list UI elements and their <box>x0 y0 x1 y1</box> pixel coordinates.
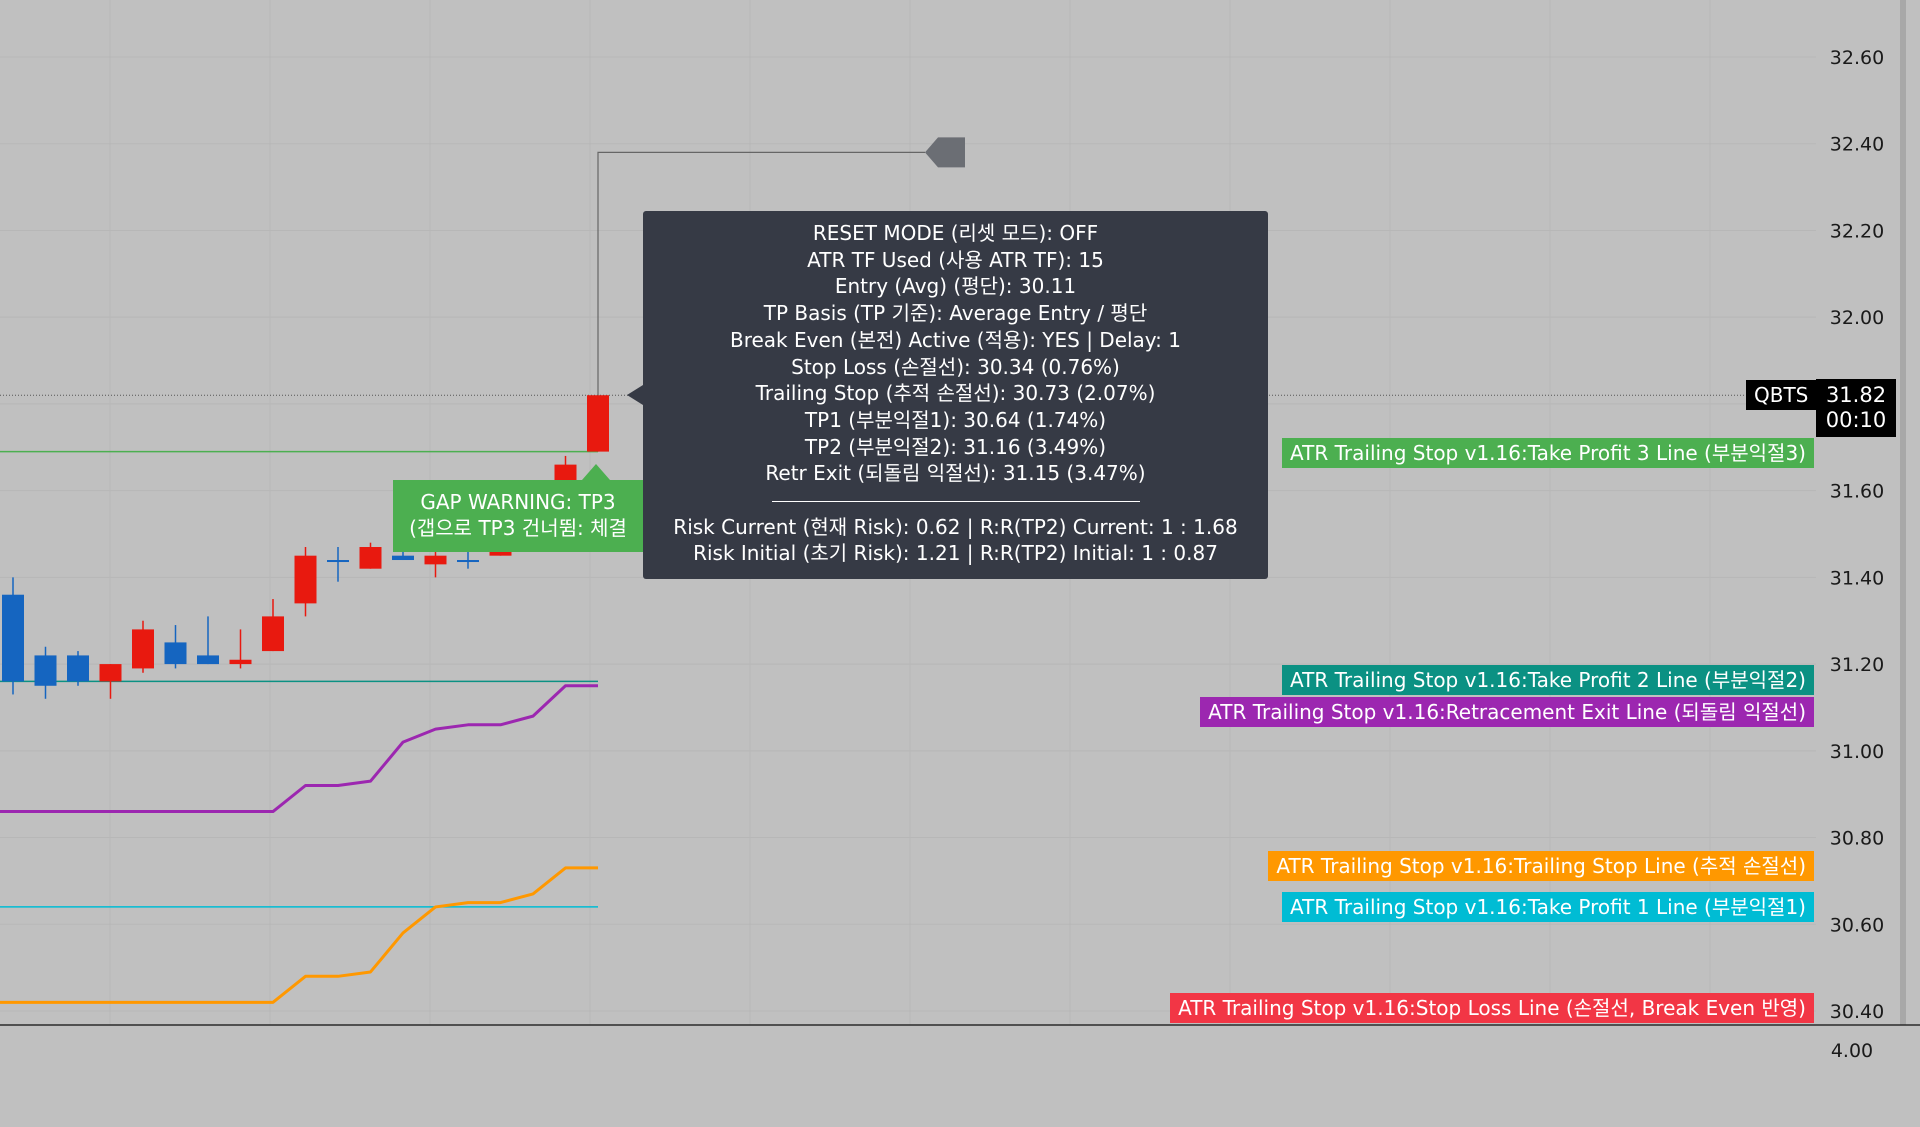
candle[interactable] <box>67 651 89 686</box>
candle[interactable] <box>262 599 284 652</box>
gap-warning-line-2: (갭으로 TP3 건너뜀: 체결 <box>409 516 627 540</box>
candle-body <box>457 560 479 563</box>
price-axis[interactable]: 32.6032.4032.2032.0031.8031.6031.4031.20… <box>1830 0 1906 1025</box>
tp3-line-label[interactable]: ATR Trailing Stop v1.16:Take Profit 3 Li… <box>1282 438 1814 468</box>
candle[interactable] <box>2 577 24 695</box>
candle-body <box>132 629 154 669</box>
y-tick-label: 32.40 <box>1830 134 1884 156</box>
callout-flag-marker <box>925 137 965 168</box>
tp1-line-label[interactable]: ATR Trailing Stop v1.16:Take Profit 1 Li… <box>1282 892 1814 922</box>
tp2-line-label[interactable]: ATR Trailing Stop v1.16:Take Profit 2 Li… <box>1282 665 1814 695</box>
tooltip-reset-mode: RESET MODE (리셋 모드): OFF <box>812 221 1099 245</box>
tooltip-tp-basis: TP Basis (TP 기준): Average Entry / 평단 <box>763 301 1148 326</box>
candle[interactable] <box>164 625 187 669</box>
candle-body <box>392 555 414 561</box>
candle-body <box>2 594 24 682</box>
trailing-stop-line-label[interactable]: ATR Trailing Stop v1.16:Trailing Stop Li… <box>1268 851 1814 881</box>
y-tick-label: 32.20 <box>1830 220 1884 242</box>
candle[interactable] <box>99 664 122 699</box>
stop-loss-line-label[interactable]: ATR Trailing Stop v1.16:Stop Loss Line (… <box>1170 993 1814 1023</box>
y-tick-label: 31.00 <box>1830 741 1884 763</box>
gap-warning-line-1: GAP WARNING: TP3 <box>420 490 616 514</box>
candle-body <box>587 395 609 452</box>
y-tick-label: 31.20 <box>1830 654 1884 676</box>
indicator-line <box>0 866 598 1004</box>
y-tick-label: 30.60 <box>1830 914 1884 936</box>
candle-body <box>327 560 349 563</box>
lower-pane-tick-label: 4.00 <box>1831 1040 1873 1062</box>
bar-countdown: 00:10 <box>1825 408 1887 432</box>
candle-body <box>229 659 252 665</box>
callout-line <box>597 151 925 396</box>
candle[interactable] <box>229 629 252 669</box>
retracement-exit-line-label[interactable]: ATR Trailing Stop v1.16:Retracement Exit… <box>1200 697 1814 727</box>
candle-body <box>359 547 382 569</box>
callout-connector <box>597 137 965 396</box>
y-tick-label: 32.60 <box>1830 47 1884 69</box>
candle-body <box>197 655 219 665</box>
indicator-line <box>0 684 598 814</box>
candle-body <box>67 655 89 682</box>
tooltip-tp2: TP2 (부분익절2): 31.16 (3.49%) <box>804 434 1107 459</box>
tooltip-pointer <box>627 385 643 405</box>
info-tooltip: RESET MODE (리셋 모드): OFF ATR TF Used (사용 … <box>643 211 1268 579</box>
tooltip-stop-loss: Stop Loss (손절선): 30.34 (0.76%) <box>791 354 1120 379</box>
candle-body <box>34 655 57 686</box>
tooltip-retr-exit: Retr Exit (되돌림 익절선): 31.15 (3.47%) <box>765 461 1146 486</box>
y-tick-label: 31.60 <box>1830 481 1884 503</box>
tooltip-tp1: TP1 (부분익절1): 30.64 (1.74%) <box>804 407 1107 432</box>
candle-body <box>424 555 447 565</box>
last-price-badge[interactable]: 31.82 00:10 <box>1816 379 1896 437</box>
candle[interactable] <box>424 547 447 578</box>
symbol-badge[interactable]: QBTS <box>1746 380 1817 410</box>
candle[interactable] <box>197 616 219 665</box>
candle-body <box>262 616 284 652</box>
tooltip-entry: Entry (Avg) (평단): 30.11 <box>834 274 1077 299</box>
candle[interactable] <box>327 547 349 582</box>
tooltip-separator <box>643 487 1268 514</box>
candle[interactable] <box>587 395 609 452</box>
y-tick-label: 30.40 <box>1830 1001 1884 1023</box>
candle[interactable] <box>294 547 317 617</box>
tooltip-trailing-stop: Trailing Stop (추적 손절선): 30.73 (2.07%) <box>755 381 1156 406</box>
last-price-value: 31.82 <box>1825 383 1887 407</box>
tooltip-risk-current: Risk Current (현재 Risk): 0.62 | R:R(TP2) … <box>673 514 1238 539</box>
candle[interactable] <box>34 646 57 699</box>
indicator-step-lines <box>0 684 598 1004</box>
y-tick-label: 32.00 <box>1830 307 1884 329</box>
y-tick-label: 30.80 <box>1830 828 1884 850</box>
tooltip-risk-initial: Risk Initial (초기 Risk): 1.21 | R:R(TP2) … <box>693 541 1218 566</box>
tooltip-atr-tf: ATR TF Used (사용 ATR TF): 15 <box>807 247 1104 272</box>
candle-body <box>294 555 317 604</box>
candle[interactable] <box>457 551 479 569</box>
candle-body <box>99 664 122 682</box>
candle[interactable] <box>132 620 154 673</box>
y-tick-label: 31.40 <box>1830 567 1884 589</box>
candle[interactable] <box>359 542 382 569</box>
lower-pane: 4.00 <box>0 1024 1920 1062</box>
gap-warning-pointer <box>582 464 610 480</box>
gap-warning-label[interactable]: GAP WARNING: TP3 (갭으로 TP3 건너뜀: 체결 <box>393 480 643 552</box>
candle-body <box>164 642 187 665</box>
tooltip-break-even: Break Even (본전) Active (적용): YES | Delay… <box>729 327 1182 352</box>
